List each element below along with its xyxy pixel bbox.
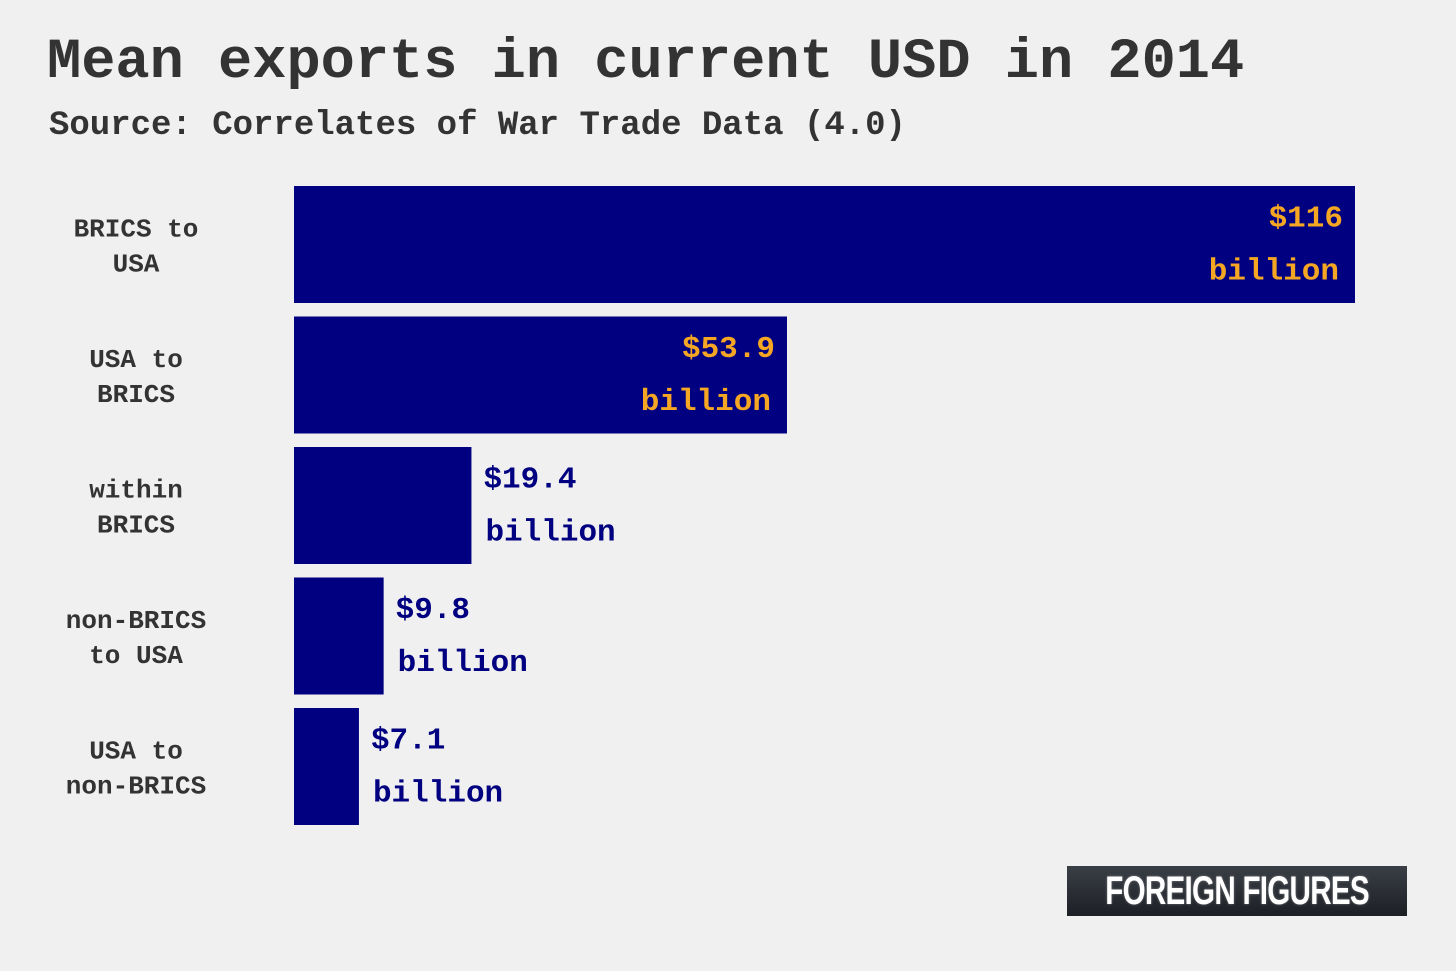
category-label-1-1: BRICS <box>97 380 175 410</box>
foreign-figures-logo: FOREIGN FIGURES <box>1067 866 1407 916</box>
category-label-0-1: USA <box>113 250 160 280</box>
bar-2 <box>294 447 472 564</box>
category-label-3-1: to USA <box>89 641 183 671</box>
value-label-1-0: $53.9 <box>682 332 775 367</box>
value-label-2-1: billion <box>485 516 615 551</box>
category-label-2-0: within <box>89 476 183 506</box>
value-label-3-0: $9.8 <box>396 593 470 628</box>
value-label-4-1: billion <box>373 777 503 812</box>
value-label-0-0: $116 <box>1269 202 1343 237</box>
chart-subtitle: Source: Correlates of War Trade Data (4.… <box>49 107 906 145</box>
value-label-2-0: $19.4 <box>483 463 576 498</box>
logo-text: FOREIGN FIGURES <box>1105 868 1369 913</box>
value-label-0-1: billion <box>1209 255 1339 290</box>
category-label-4-0: USA to <box>89 737 183 767</box>
category-label-4-1: non-BRICS <box>66 772 206 802</box>
chart-title: Mean exports in current USD in 2014 <box>47 31 1245 95</box>
category-label-1-0: USA to <box>89 345 183 375</box>
value-label-1-1: billion <box>641 385 771 420</box>
value-label-4-0: $7.1 <box>371 724 445 759</box>
bar-3 <box>294 577 384 695</box>
category-label-2-1: BRICS <box>97 511 175 541</box>
bar-4 <box>294 708 359 825</box>
category-label-0-0: BRICS to <box>74 215 199 245</box>
bar-0 <box>294 186 1355 303</box>
bar-1 <box>294 316 787 434</box>
value-label-3-1: billion <box>398 646 528 681</box>
category-label-3-0: non-BRICS <box>66 606 206 636</box>
